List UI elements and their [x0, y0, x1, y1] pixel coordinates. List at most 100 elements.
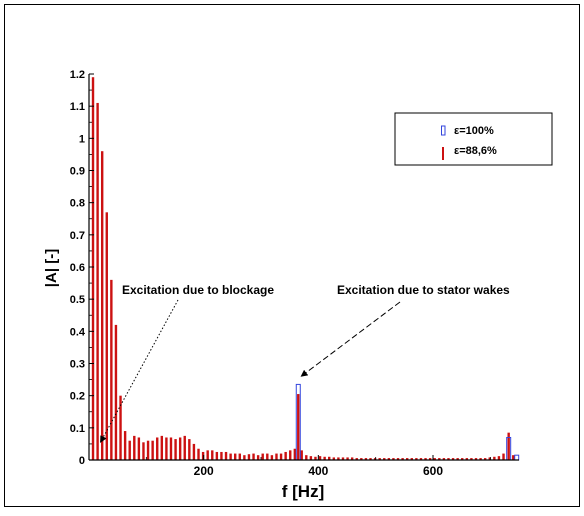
bar-red-34 [247, 454, 251, 460]
bar-red-22 [192, 443, 196, 460]
bar-red-0 [91, 77, 95, 460]
bar-red-40 [275, 453, 278, 460]
annotation-blockage-arrow [100, 299, 179, 443]
bar-red-86 [483, 458, 487, 460]
y-tick-label-12: 1.2 [70, 69, 85, 81]
bar-red-73 [424, 458, 427, 460]
bar-red-7 [123, 431, 127, 460]
bar-red-47 [305, 455, 308, 460]
y-tick-label-9: 0.9 [70, 166, 85, 178]
bar-red-36 [256, 455, 260, 460]
bar-red-79 [451, 458, 455, 460]
bar-red-58 [355, 458, 358, 460]
bar-red-24 [201, 451, 205, 460]
bar-red-53 [332, 457, 336, 460]
bar-red-16 [165, 437, 168, 460]
y-tick-label-4: 0.4 [70, 326, 86, 338]
y-tick-label-6: 0.6 [70, 262, 85, 274]
bar-red-77 [442, 458, 446, 460]
legend: ε=100% ε=88,6% [394, 112, 553, 166]
annotation-blockage: Excitation due to blockage [122, 283, 274, 297]
bar-red-74 [428, 458, 432, 460]
bar-red-11 [142, 442, 145, 460]
bar-red-61 [369, 458, 372, 460]
bar-red-49 [314, 456, 317, 460]
bar-red-71 [415, 458, 418, 460]
bar-red-32 [238, 453, 241, 460]
bar-red-12 [146, 440, 150, 460]
bar-red-19 [178, 437, 182, 460]
y-tick-label-11: 1.1 [70, 101, 85, 113]
bar-red-88 [493, 456, 496, 460]
annotations: Excitation due to blockage Excitation due… [100, 283, 510, 443]
bar-red-26 [211, 450, 214, 460]
bar-red-51 [323, 456, 326, 460]
bar-red-57 [350, 457, 354, 460]
bar-red-4 [110, 279, 113, 460]
bar-red-65 [387, 458, 391, 460]
bar-red-35 [252, 453, 255, 460]
bar-red-91 [507, 432, 510, 460]
bar-red-70 [410, 458, 413, 460]
bar-red-92 [512, 455, 515, 460]
bar-red-45 [297, 394, 300, 460]
bar-red-81 [461, 458, 464, 460]
bar-red-1 [96, 102, 99, 460]
y-tick-label-7: 0.7 [70, 230, 85, 242]
bar-red-37 [261, 453, 264, 460]
bar-red-84 [474, 458, 478, 460]
legend-box [394, 112, 553, 166]
bar-red-87 [488, 457, 491, 460]
axes: 0 0.1 0.2 0.3 0.4 0.5 0.6 0.7 0.8 0.9 1 1.1 1.2 200 40… [70, 69, 519, 478]
bar-red-31 [234, 453, 237, 460]
bar-red-43 [289, 450, 292, 460]
bar-red-20 [183, 435, 186, 460]
bar-red-9 [133, 435, 136, 460]
y-tick-label-1: 0.1 [70, 423, 85, 435]
x-tick-label-2: 600 [423, 464, 443, 478]
bar-red-27 [215, 451, 219, 460]
bar-red-48 [309, 456, 313, 460]
annotation-stator-wakes: Excitation due to stator wakes [337, 283, 510, 297]
legend-label-red: ε=88,6% [454, 145, 497, 157]
y-tick-label-5: 0.5 [70, 294, 85, 306]
bar-red-6 [119, 395, 122, 460]
bar-red-54 [337, 457, 340, 460]
bar-red-59 [360, 458, 363, 460]
bar-red-66 [392, 458, 395, 460]
bar-red-52 [328, 456, 331, 460]
legend-swatch-blue [441, 125, 446, 136]
y-tick-label-8: 0.8 [70, 198, 85, 210]
bar-red-90 [502, 453, 505, 460]
bar-red-28 [220, 451, 223, 460]
series-red-bars [91, 77, 515, 460]
y-tick-label-10: 1 [79, 133, 85, 145]
x-tick-label-0: 200 [194, 464, 214, 478]
bar-red-13 [151, 440, 154, 460]
x-axis-label: f [Hz] [282, 482, 324, 501]
bar-red-85 [479, 458, 482, 460]
bar-red-33 [243, 455, 246, 460]
bar-red-3 [105, 212, 108, 460]
y-tick-label-3: 0.3 [70, 359, 85, 371]
bar-red-18 [174, 439, 177, 460]
bar-red-25 [206, 450, 209, 460]
bar-red-42 [284, 451, 287, 460]
y-tick-label-2: 0.2 [70, 391, 85, 403]
legend-swatch-red [442, 147, 444, 160]
bar-red-75 [433, 458, 436, 460]
bar-red-69 [406, 458, 409, 460]
bar-red-41 [279, 453, 283, 460]
bar-red-15 [160, 435, 164, 460]
bar-red-10 [137, 437, 141, 460]
bar-red-38 [266, 453, 269, 460]
bar-red-5 [114, 324, 118, 460]
bar-red-67 [396, 458, 400, 460]
bar-red-68 [401, 458, 404, 460]
bar-red-17 [169, 437, 173, 460]
bar-red-8 [128, 440, 131, 460]
bar-red-72 [419, 458, 423, 460]
legend-label-blue: ε=100% [454, 125, 494, 137]
